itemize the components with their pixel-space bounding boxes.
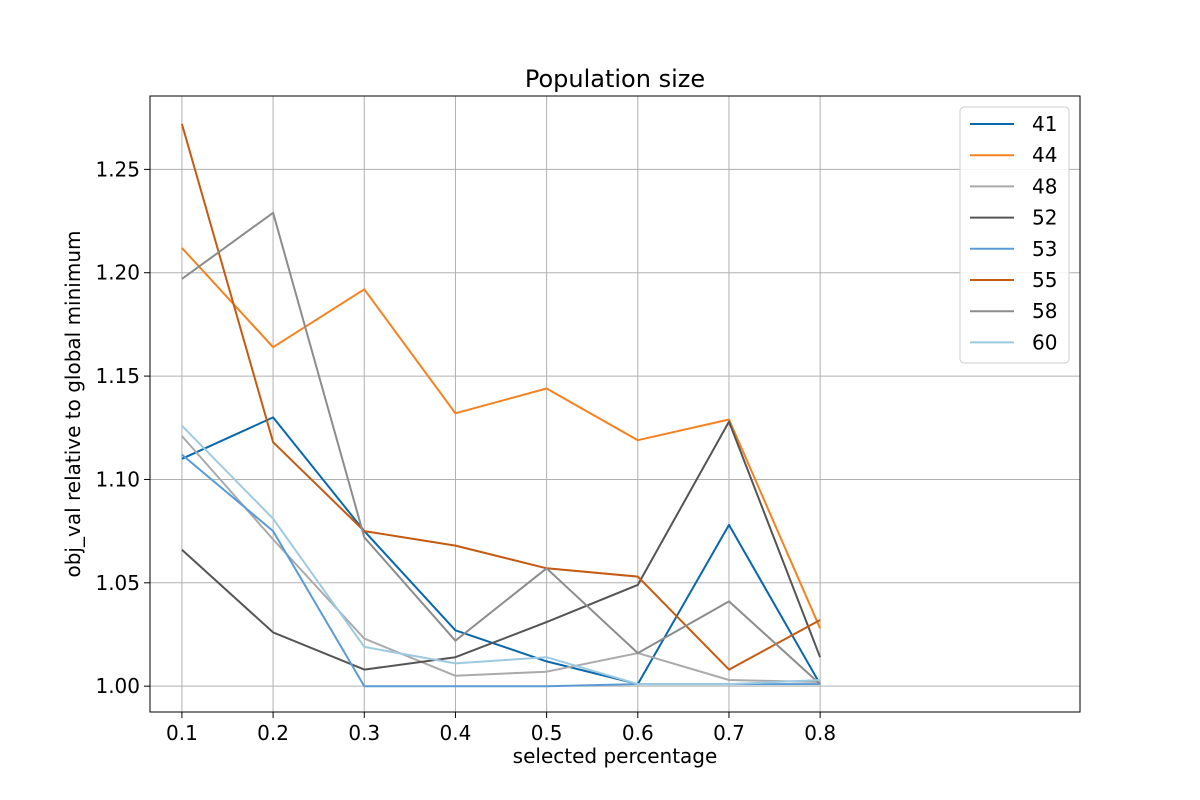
y-tick-label: 1.15: [95, 364, 140, 388]
x-tick-label: 0.7: [713, 721, 745, 745]
y-axis-label: obj_val relative to global minimum: [61, 231, 85, 578]
series-line-41: [181, 416, 821, 686]
legend-label-55: 55: [1032, 268, 1057, 292]
x-axis-label: selected percentage: [513, 744, 718, 768]
x-axis-ticks: 0.1 0.2 0.3 0.4 0.5 0.6 0.7 0.8: [166, 712, 836, 745]
x-tick-label: 0.2: [257, 721, 289, 745]
x-tick-label: 0.3: [348, 721, 380, 745]
series-line-58: [181, 211, 821, 685]
x-tick-label: 0.1: [166, 721, 198, 745]
y-tick-label: 1.10: [95, 467, 140, 491]
legend-label-41: 41: [1032, 112, 1057, 136]
legend-label-44: 44: [1032, 143, 1057, 167]
x-tick-label: 0.5: [531, 721, 563, 745]
series-line-44: [181, 247, 822, 629]
y-tick-label: 1.00: [95, 674, 140, 698]
legend: 41 44 48 52 53 55 58 60: [959, 106, 1070, 364]
series-line-60: [181, 424, 821, 686]
series-line-55: [180, 123, 821, 671]
y-axis-ticks: 1.00 1.05 1.10 1.15 1.20 1.25: [95, 157, 150, 698]
grid-lines: [150, 96, 1080, 712]
legend-label-60: 60: [1032, 330, 1057, 354]
legend-label-52: 52: [1032, 206, 1057, 230]
x-tick-label: 0.6: [622, 721, 654, 745]
plot-frame: [149, 95, 1081, 713]
legend-label-53: 53: [1032, 237, 1057, 261]
series-lines: [180, 123, 822, 688]
legend-label-48: 48: [1032, 174, 1057, 198]
legend-box: [959, 106, 1070, 364]
y-tick-label: 1.25: [95, 157, 140, 181]
x-tick-label: 0.8: [804, 721, 836, 745]
chart-title: Population size: [525, 65, 705, 93]
legend-label-58: 58: [1032, 299, 1057, 323]
y-tick-label: 1.20: [95, 261, 140, 285]
x-tick-label: 0.4: [440, 721, 472, 745]
y-tick-label: 1.05: [95, 571, 140, 595]
series-line-52: [181, 420, 822, 671]
